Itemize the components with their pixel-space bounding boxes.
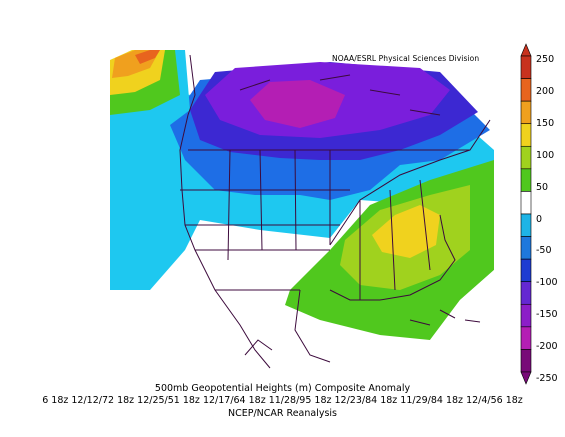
colorbar-swatch: [520, 303, 532, 328]
anomaly-region-neg250: [250, 80, 345, 128]
colorbar-swatch: [520, 145, 532, 170]
anomaly-region-pos-se-yellow: [372, 205, 440, 258]
anomaly-region-pos-nw-red: [135, 50, 160, 64]
colorbar-swatch: [520, 78, 532, 102]
colorbar-swatch: [520, 236, 532, 260]
colorbar-tick-label: 150: [536, 117, 555, 129]
colorbar-tick-label: -250: [536, 373, 558, 384]
colorbar-tick-label: -200: [536, 341, 558, 353]
colorbar-tick-label: 100: [536, 149, 555, 161]
credit-label: NOAA/ESRL Physical Sciences Division: [332, 54, 480, 63]
colorbar-swatch: [520, 258, 532, 283]
colorbar-swatch: [520, 191, 532, 215]
colorbar-swatch: [520, 281, 532, 305]
composite-dates: 6 18z 12/12/72 18z 12/25/51 18z 12/17/64…: [42, 395, 523, 406]
colorbar-tick-label: 0: [536, 213, 543, 225]
colorbar-top-arrow: [520, 43, 532, 57]
colorbar-tick-label: -150: [536, 309, 558, 321]
colorbar-bottom-arrow: [520, 371, 532, 385]
data-source: NCEP/NCAR Reanalysis: [227, 408, 337, 419]
colorbar-tick-label: -100: [536, 277, 558, 289]
colorbar-swatch: [520, 326, 532, 350]
colorbar: [520, 43, 532, 385]
colorbar-tick-label: 50: [536, 181, 549, 193]
colorbar-swatch: [520, 213, 532, 237]
colorbar-tick-label: -50: [536, 245, 552, 257]
map-title: 500mb Geopotential Heights (m) Composite…: [154, 383, 411, 394]
colorbar-swatch: [520, 349, 532, 373]
colorbar-tick-label: 250: [536, 54, 555, 65]
colorbar-swatch: [520, 100, 532, 125]
anomaly-region-south-zero: [430, 270, 494, 370]
colorbar-swatch: [520, 123, 532, 147]
colorbar-swatch: [520, 168, 532, 192]
colorbar-tick-label: 200: [536, 85, 555, 97]
political-boundaries: [179, 54, 491, 369]
colorbar-swatch: [520, 55, 532, 79]
